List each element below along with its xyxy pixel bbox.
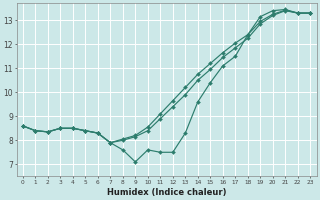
X-axis label: Humidex (Indice chaleur): Humidex (Indice chaleur) (107, 188, 226, 197)
